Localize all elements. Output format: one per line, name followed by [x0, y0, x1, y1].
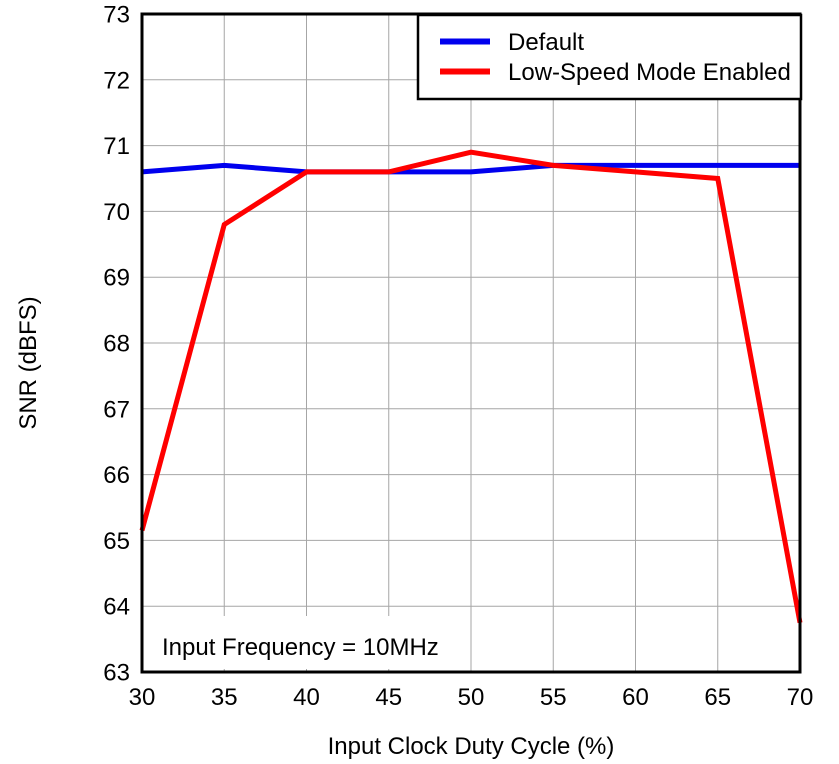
x-tick-label: 60 [622, 684, 649, 711]
x-tick-label: 30 [129, 684, 156, 711]
y-tick-label: 68 [103, 331, 130, 358]
y-tick-label: 70 [103, 199, 130, 226]
y-tick-label: 66 [103, 462, 130, 489]
y-tick-label: 69 [103, 265, 130, 292]
y-axis-title: SNR (dBFS) [15, 296, 42, 429]
x-tick-label: 35 [211, 684, 238, 711]
x-tick-label: 55 [540, 684, 567, 711]
x-tick-label: 40 [293, 684, 320, 711]
x-tick-label: 65 [704, 684, 731, 711]
series-line-default [141, 162, 800, 175]
x-axis-title: Input Clock Duty Cycle (%) [328, 733, 615, 760]
y-tick-label: 72 [103, 67, 130, 94]
y-tick-label: 73 [103, 2, 130, 29]
series-layer [139, 149, 803, 624]
grid-layer [142, 14, 800, 672]
y-tick-label: 64 [103, 594, 130, 621]
y-tick-label: 65 [103, 528, 130, 555]
series-line-low-speed-mode-enabled [139, 149, 803, 624]
legend: Default Low-Speed Mode Enabled [416, 13, 803, 101]
annotation-background [148, 616, 466, 669]
x-tick-label: 70 [787, 684, 814, 711]
y-tick-label: 67 [103, 396, 130, 423]
y-tick-label: 63 [103, 660, 130, 687]
y-tick-label: 71 [103, 133, 130, 160]
annotation-input-frequency: Input Frequency = 10MHz [162, 634, 439, 661]
x-tick-label: 45 [375, 684, 402, 711]
tick-labels-layer: 30 35 40 45 50 55 60 65 70 63 64 65 66 67 68 69 70 71 72 73 [103, 2, 813, 712]
legend-label-low-speed-mode: Low-Speed Mode Enabled [508, 59, 791, 86]
x-tick-label: 50 [458, 684, 485, 711]
legend-label-default: Default [508, 29, 584, 56]
legend-box [416, 13, 803, 101]
